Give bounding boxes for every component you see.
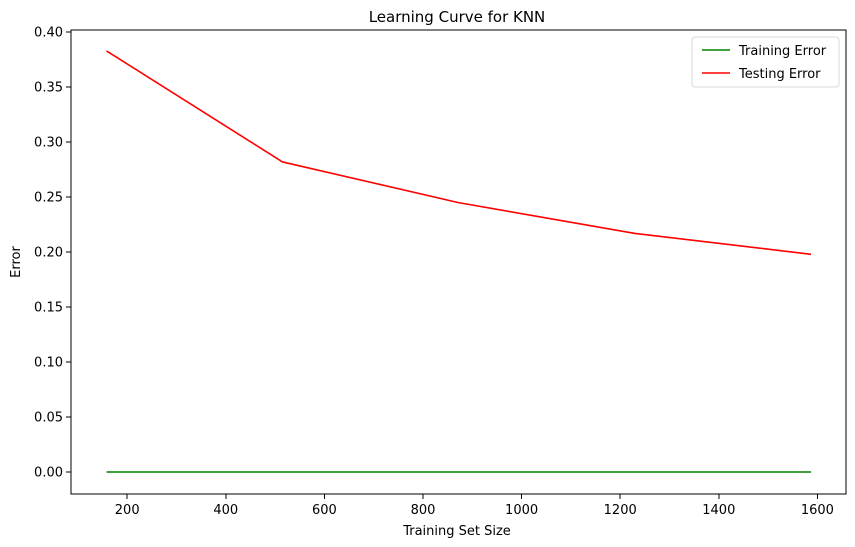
y-tick-label: 0.40 [34, 26, 63, 41]
axes-frame [70, 29, 847, 495]
y-tick-label: 0.05 [34, 411, 63, 426]
x-tick-label: 1400 [702, 503, 735, 518]
x-tick-label: 1600 [801, 503, 834, 518]
series-lines [106, 50, 812, 473]
y-axis-label: Error [9, 246, 24, 278]
x-tick-label: 400 [213, 503, 238, 518]
x-tick-label: 800 [411, 503, 436, 518]
y-tick-label: 0.20 [34, 246, 63, 261]
y-tick-label: 0.10 [34, 356, 63, 371]
series-line-testing-error [106, 50, 812, 256]
x-tick-label: 600 [312, 503, 337, 518]
x-tick-label: 200 [115, 503, 140, 518]
legend: Training Error Testing Error [691, 36, 840, 88]
plot-area [71, 30, 846, 494]
legend-label-testing-error: Testing Error [738, 67, 821, 82]
x-axis-ticks: 200 400 600 800 1000 1200 1400 1600 [115, 494, 834, 518]
y-tick-label: 0.25 [34, 191, 63, 206]
y-tick-label: 0.30 [34, 136, 63, 151]
legend-label-training-error: Training Error [738, 44, 827, 59]
y-tick-label: 0.00 [34, 466, 63, 481]
x-axis-label: Training Set Size [402, 524, 511, 539]
y-axis-ticks: 0.00 0.05 0.10 0.15 0.20 0.25 0.30 0.35 0.40 [34, 26, 71, 481]
x-tick-label: 1200 [604, 503, 637, 518]
x-tick-label: 1000 [505, 503, 538, 518]
y-tick-label: 0.35 [34, 81, 63, 96]
chart-title: Learning Curve for KNN [369, 8, 546, 26]
y-tick-label: 0.15 [34, 301, 63, 316]
